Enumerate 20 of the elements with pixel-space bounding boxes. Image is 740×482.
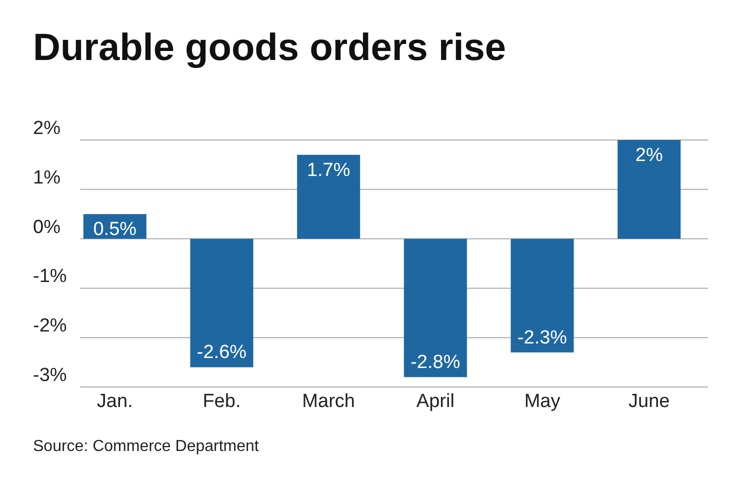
data-label: 0.5% [93,219,137,240]
source-note: Source: Commerce Department [33,438,260,455]
y-tick-label: 1% [33,167,61,188]
data-label: -2.8% [410,352,460,374]
y-tick-label: -1% [33,266,67,288]
x-tick-label: June [628,391,670,412]
y-tick-label: -2% [33,316,67,337]
data-label: -2.3% [517,327,568,348]
x-tick-label: April [416,391,454,412]
x-tick-label: Jan. [96,391,133,412]
data-label: -2.6% [196,342,247,364]
data-label: 2% [635,145,663,166]
chart-title: Durable goods orders rise [33,27,506,69]
x-tick-label: March [302,391,355,412]
x-tick-label: Feb. [202,391,241,412]
y-tick-label: 0% [33,216,61,238]
data-label: 1.7% [306,160,350,181]
y-tick-label: 2% [33,118,61,139]
y-tick-label: -3% [33,365,67,386]
x-tick-label: May [524,391,561,412]
